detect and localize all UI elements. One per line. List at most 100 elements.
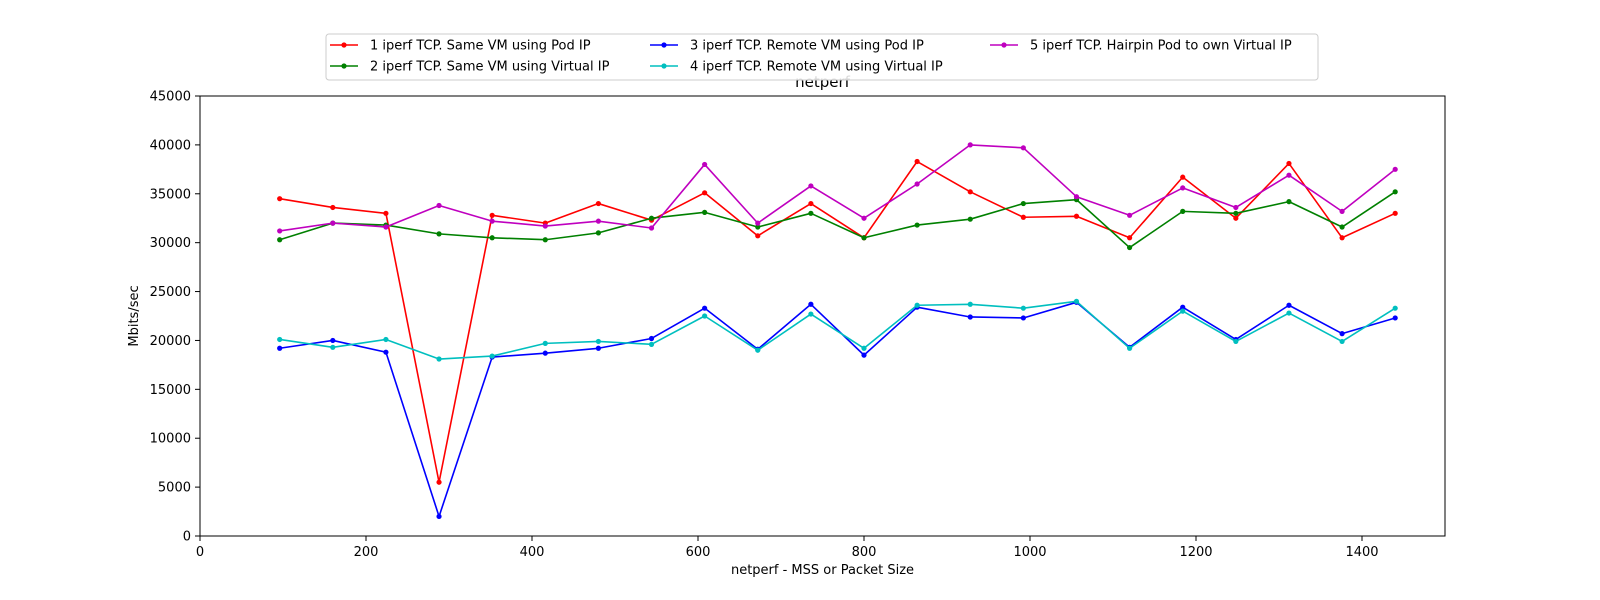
data-point <box>702 305 708 311</box>
data-point <box>1180 304 1186 310</box>
data-point <box>277 196 283 202</box>
data-point <box>1020 214 1026 220</box>
data-point <box>1286 310 1292 316</box>
legend-marker <box>661 63 667 69</box>
data-point <box>648 341 655 347</box>
data-point <box>755 233 761 239</box>
data-point <box>383 224 389 230</box>
y-tick-label: 10000 <box>150 432 191 447</box>
data-point <box>436 479 442 485</box>
x-tick-label: 1200 <box>1179 545 1212 560</box>
data-point <box>595 338 602 345</box>
legend-label: 5 iperf TCP. Hairpin Pod to own Virtual … <box>1030 39 1292 54</box>
legend-label: 2 iperf TCP. Same VM using Virtual IP <box>370 60 610 75</box>
data-point <box>648 225 655 231</box>
y-axis-label: Mbits/sec <box>127 285 142 346</box>
data-point <box>914 222 920 228</box>
data-point <box>595 218 602 224</box>
y-tick-label: 30000 <box>150 236 191 251</box>
legend-label: 1 iperf TCP. Same VM using Pod IP <box>370 39 591 54</box>
data-point <box>1339 235 1345 241</box>
data-point <box>755 220 761 226</box>
legend-label: 3 iperf TCP. Remote VM using Pod IP <box>690 39 924 54</box>
data-point <box>277 345 283 351</box>
data-point <box>1392 166 1398 172</box>
data-point <box>436 356 442 362</box>
data-point <box>648 215 655 221</box>
data-point <box>1339 224 1345 230</box>
data-point <box>1392 305 1398 311</box>
data-point <box>595 200 602 207</box>
data-point <box>967 301 973 307</box>
legend-item: 3 iperf TCP. Remote VM using Pod IP <box>650 39 924 54</box>
data-point <box>436 513 442 520</box>
legend: 1 iperf TCP. Same VM using Pod IP 2 iperf… <box>325 33 1319 81</box>
y-tick-label: 25000 <box>150 285 191 300</box>
data-point <box>277 228 283 234</box>
data-point <box>1020 200 1026 207</box>
data-point <box>1233 338 1239 345</box>
data-point <box>1180 208 1186 214</box>
y-tick-label: 15000 <box>150 383 191 398</box>
series-line <box>279 160 1396 484</box>
data-point <box>1180 185 1186 191</box>
data-point <box>967 314 973 320</box>
x-tick-label: 200 <box>354 545 379 560</box>
data-point <box>383 210 389 216</box>
data-point <box>1127 235 1133 241</box>
plot-area-frame <box>199 95 1446 537</box>
data-point <box>489 212 495 218</box>
data-point <box>542 340 548 346</box>
data-point <box>1339 331 1345 337</box>
data-point <box>1127 244 1133 251</box>
data-point <box>1073 213 1080 219</box>
data-point <box>1392 210 1398 216</box>
series-5 <box>277 142 1398 234</box>
data-point <box>436 202 442 209</box>
data-point <box>330 337 336 344</box>
data-point <box>702 209 708 215</box>
x-axis-label: netperf - MSS or Packet Size <box>731 563 914 578</box>
y-tick-label: 20000 <box>150 334 191 349</box>
data-point <box>1339 338 1345 345</box>
x-axis: 0 200 400 600 800 1000 1200 1400 <box>196 536 1379 560</box>
data-point <box>1286 172 1292 178</box>
data-point <box>383 336 389 343</box>
series-4 <box>277 298 1398 362</box>
data-point <box>1073 194 1080 200</box>
data-point <box>967 189 973 195</box>
data-point <box>702 190 708 196</box>
x-tick-label: 400 <box>520 545 545 560</box>
data-point <box>1286 199 1292 205</box>
legend-box <box>325 33 1319 81</box>
data-point <box>1286 160 1292 167</box>
series-line <box>279 301 1396 518</box>
data-point <box>330 204 336 211</box>
data-point <box>489 353 495 359</box>
data-point <box>967 142 973 148</box>
data-point <box>1020 305 1026 311</box>
data-point <box>1233 215 1239 221</box>
legend-marker <box>661 42 667 48</box>
x-tick-label: 0 <box>196 545 204 560</box>
series-3 <box>277 299 1398 520</box>
legend-item: 4 iperf TCP. Remote VM using Virtual IP <box>650 60 943 75</box>
data-point <box>542 350 548 356</box>
x-tick-label: 600 <box>686 545 711 560</box>
legend-label: 4 iperf TCP. Remote VM using Virtual IP <box>690 60 943 75</box>
data-point <box>914 181 920 187</box>
data-point <box>1392 315 1398 321</box>
legend-marker <box>1001 42 1007 48</box>
data-point <box>808 200 814 207</box>
data-point <box>277 237 283 243</box>
data-point <box>914 302 920 308</box>
y-tick-label: 45000 <box>150 90 191 105</box>
data-point <box>330 220 336 226</box>
data-point <box>648 335 655 342</box>
data-point <box>1392 189 1398 195</box>
y-tick-label: 0 <box>183 530 191 545</box>
x-tick-label: 800 <box>852 545 877 560</box>
data-point <box>1020 315 1026 321</box>
data-point <box>1020 145 1026 151</box>
